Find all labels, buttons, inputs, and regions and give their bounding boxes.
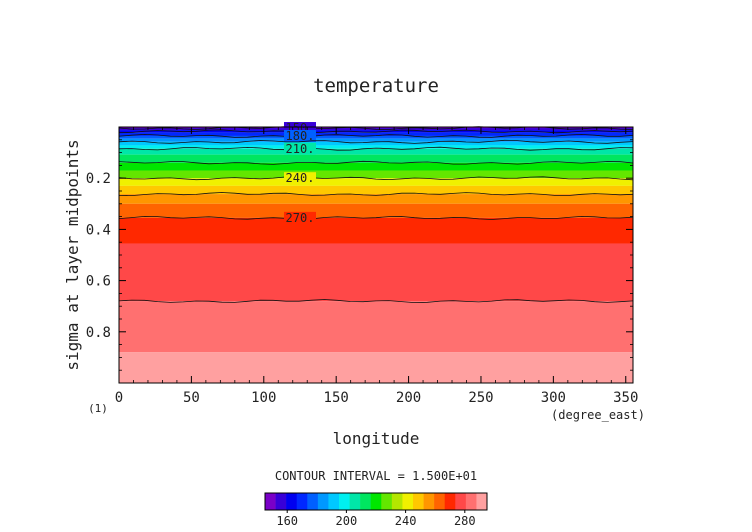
colorbar-tick-label: 240 xyxy=(395,514,417,528)
colorbar-swatch-17 xyxy=(444,493,456,510)
x-tick-label: 150 xyxy=(324,390,349,406)
band-18 xyxy=(119,301,633,353)
contour-line-9 xyxy=(118,299,634,304)
contour-line-8 xyxy=(118,215,634,220)
x-axis: 0 50 100 150 200 250 300 350 xyxy=(115,127,638,406)
x-tick-label: 0 xyxy=(115,390,123,406)
contour-label: 240. xyxy=(286,171,315,185)
x-axis-label: longitude xyxy=(333,429,420,448)
contour-line-7 xyxy=(118,192,634,197)
band-5 xyxy=(119,138,633,142)
colorbar-swatch-5 xyxy=(317,493,329,510)
band-14 xyxy=(119,194,633,204)
chart-title: temperature xyxy=(313,75,439,97)
band-12 xyxy=(119,178,633,186)
colorbar-swatch-15 xyxy=(423,493,435,510)
x-tick-label: 300 xyxy=(541,390,566,406)
colorbar-swatch-11 xyxy=(381,493,393,510)
x-tick-label: 50 xyxy=(183,390,200,406)
band-0 xyxy=(119,127,633,129)
contour-interval-text: CONTOUR INTERVAL = 1.500E+01 xyxy=(275,469,477,483)
band-17 xyxy=(119,243,633,302)
y-axis-label: sigma at layer midpoints xyxy=(63,139,82,370)
contour-label: 270. xyxy=(286,211,315,225)
band-2 xyxy=(119,130,633,133)
plot-area: 150.180.210.240.270. xyxy=(118,121,634,384)
y-tick-label: 0.4 xyxy=(86,222,111,238)
band-9 xyxy=(119,154,633,163)
band-4 xyxy=(119,135,633,139)
band-13 xyxy=(119,185,633,195)
contour-lines: 150.180.210.240.270. xyxy=(118,121,634,304)
colorbar-swatch-4 xyxy=(307,493,319,510)
contour-label-bg-4 xyxy=(284,142,316,155)
band-16 xyxy=(119,217,633,244)
x-axis-units: (degree_east) xyxy=(551,408,645,422)
contour-label-bg-2 xyxy=(284,129,316,142)
contour-label: 180. xyxy=(286,129,315,143)
y-tick-label: 0.8 xyxy=(86,325,111,341)
x-tick-label: 100 xyxy=(251,390,276,406)
color-bands xyxy=(119,127,633,383)
band-11 xyxy=(119,170,633,179)
colorbar-tick-label: 200 xyxy=(336,514,358,528)
colorbar-swatch-20 xyxy=(476,493,488,510)
colorbar-swatch-1 xyxy=(275,493,287,510)
colorbar-swatch-13 xyxy=(402,493,414,510)
band-8 xyxy=(119,148,633,155)
colorbar-swatch-2 xyxy=(286,493,298,510)
contour-line-3 xyxy=(118,139,634,144)
band-19 xyxy=(119,352,633,383)
contour-line-2 xyxy=(118,133,634,138)
band-15 xyxy=(119,203,633,218)
y-axis: 0.2 0.4 0.6 0.8 xyxy=(86,139,633,371)
contour-line-1 xyxy=(118,129,634,134)
contour-label: 210. xyxy=(286,142,315,156)
band-3 xyxy=(119,132,633,136)
x-tick-label: 200 xyxy=(396,390,421,406)
x-tick-label: 250 xyxy=(468,390,493,406)
contour-line-4 xyxy=(118,146,634,151)
colorbar-swatch-9 xyxy=(360,493,372,510)
colorbar-swatch-18 xyxy=(455,493,467,510)
colorbar-swatch-14 xyxy=(413,493,424,510)
y-tick-label: 0.2 xyxy=(86,171,111,187)
colorbar-swatch-10 xyxy=(370,493,382,510)
colorbar-swatch-12 xyxy=(391,493,403,510)
colorbar-swatch-6 xyxy=(328,493,340,510)
colorbar-swatch-19 xyxy=(465,493,477,510)
contour-line-6 xyxy=(118,176,634,181)
colorbar-swatch-0 xyxy=(265,493,276,510)
colorbar-swatch-7 xyxy=(339,493,350,510)
band-7 xyxy=(119,145,633,149)
band-10 xyxy=(119,162,633,171)
colorbar-swatch-3 xyxy=(296,493,308,510)
colorbar: 160 200 240 280 xyxy=(264,492,488,528)
x-tick-label: 350 xyxy=(613,390,638,406)
colorbar-swatch-8 xyxy=(349,493,361,510)
contour-line-5 xyxy=(118,160,634,165)
colorbar-tick-label: 160 xyxy=(276,514,298,528)
colorbar-tick-label: 280 xyxy=(454,514,476,528)
contour-label-bg-6 xyxy=(284,172,316,185)
x-axis-prefix: (1) xyxy=(88,402,108,415)
contour-label-bg-8 xyxy=(284,211,316,224)
colorbar-frame xyxy=(264,492,488,511)
colorbar-swatch-16 xyxy=(434,493,446,510)
y-tick-label: 0.6 xyxy=(86,274,111,290)
band-6 xyxy=(119,141,633,146)
